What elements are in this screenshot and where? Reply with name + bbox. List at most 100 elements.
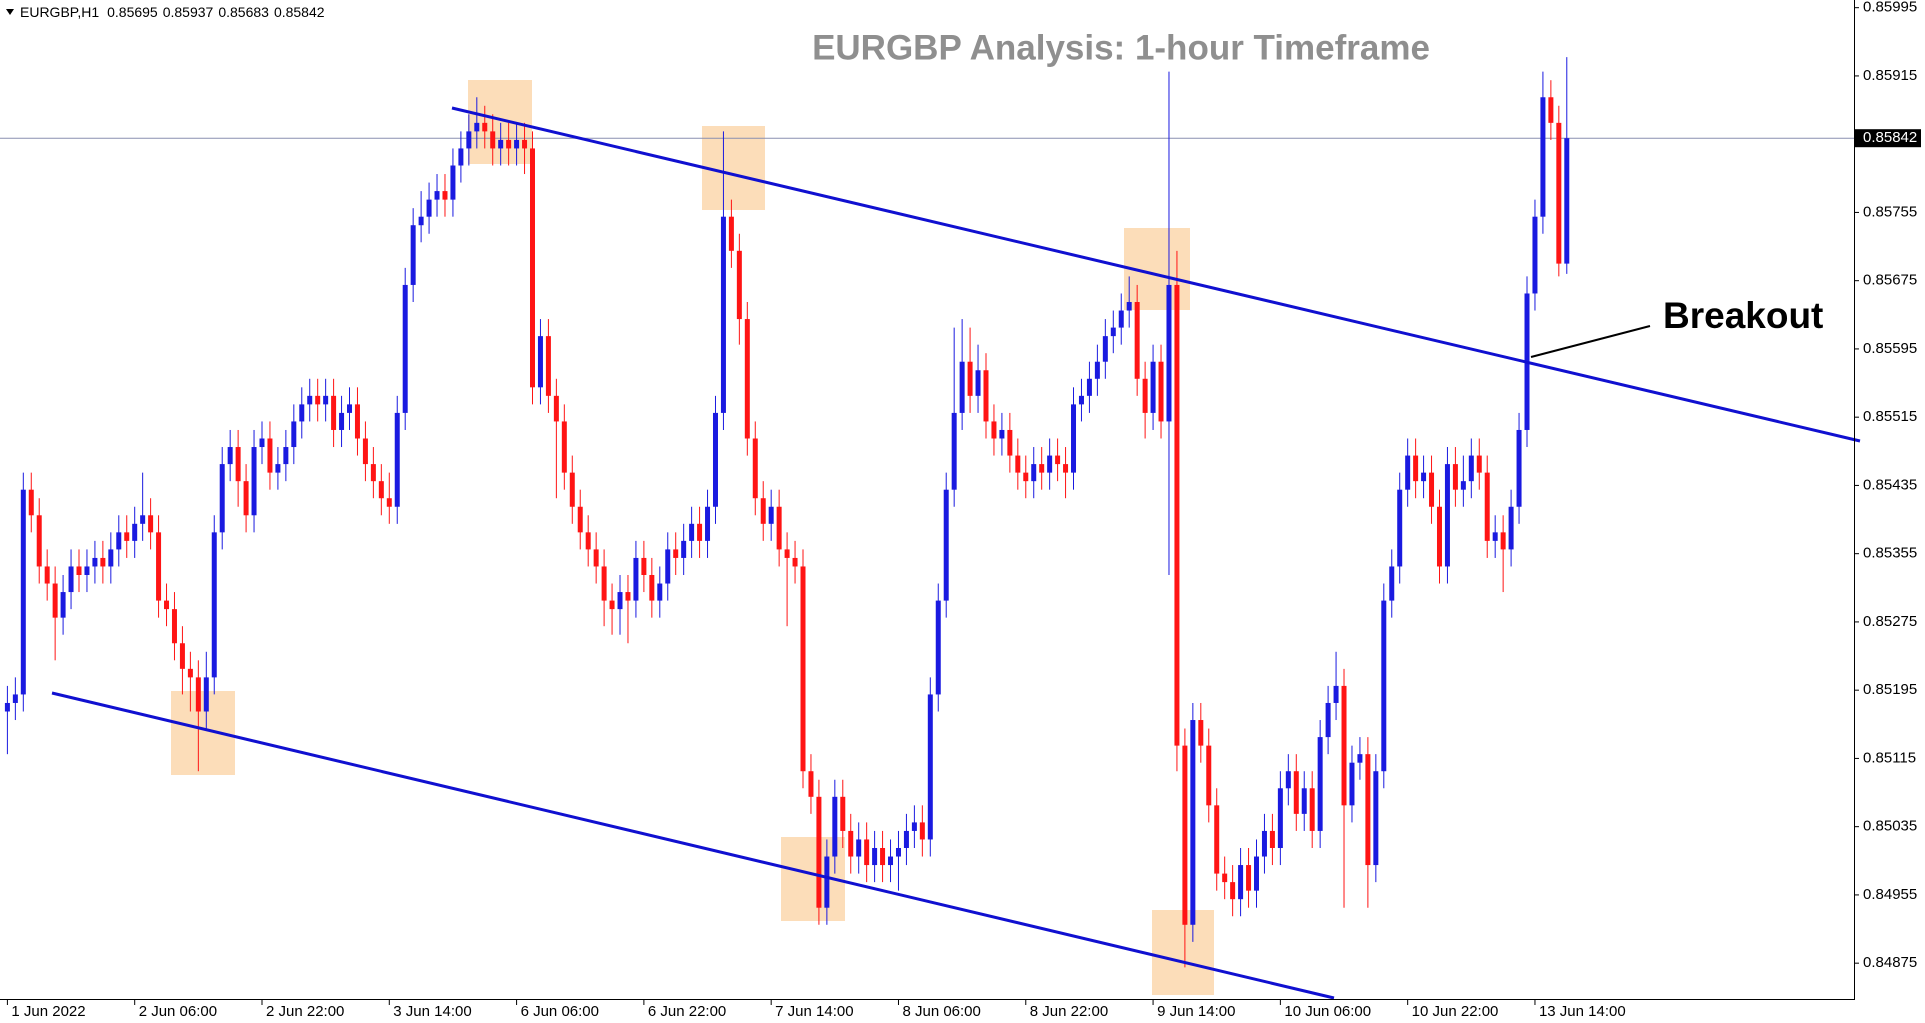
candle-body — [140, 515, 146, 524]
candle-body — [148, 515, 154, 533]
candle-body — [1341, 685, 1347, 806]
candle-body — [880, 847, 886, 866]
candle-body — [76, 566, 82, 576]
x-tick-label: 6 Jun 06:00 — [521, 1003, 599, 1020]
candle-body — [975, 370, 981, 396]
x-tick-label: 8 Jun 06:00 — [902, 1003, 980, 1020]
candle-body — [1174, 284, 1180, 746]
candle-body — [1429, 472, 1435, 507]
candle-body — [895, 847, 901, 857]
candle-body — [1206, 745, 1212, 806]
candle-body — [370, 464, 376, 482]
price-label: 0.85842 — [1863, 129, 1917, 146]
candle-body — [903, 830, 909, 848]
candle-body — [219, 464, 225, 533]
candle-body — [60, 592, 66, 618]
candle-body — [434, 191, 440, 200]
y-tick-label: 0.85195 — [1863, 681, 1917, 698]
highlight-zones — [171, 80, 1214, 995]
candle-body — [498, 139, 504, 149]
y-tick-label: 0.85275 — [1863, 613, 1917, 630]
y-tick-label: 0.85595 — [1863, 340, 1917, 357]
y-tick-label: 0.85035 — [1863, 818, 1917, 835]
x-tick-label: 7 Jun 14:00 — [775, 1003, 853, 1020]
candle-body — [323, 395, 329, 405]
candle-body — [935, 600, 941, 695]
candle-body — [315, 395, 321, 405]
candle-body — [1397, 489, 1403, 567]
candle-body — [951, 412, 957, 490]
candle-body — [171, 609, 177, 644]
y-tick-label: 0.85755 — [1863, 203, 1917, 220]
candle-body — [1015, 455, 1021, 473]
candle-body — [1102, 336, 1108, 362]
candle-body — [522, 139, 528, 149]
candle-body — [211, 532, 217, 678]
candle-body — [1007, 429, 1013, 456]
candle-body — [848, 830, 854, 857]
candle-body — [1063, 464, 1069, 473]
candle-body — [697, 523, 703, 541]
candle-body — [450, 165, 456, 200]
candle-body — [108, 549, 114, 567]
candle-body — [1150, 361, 1156, 413]
y-tick-label: 0.85915 — [1863, 67, 1917, 84]
candle-body — [752, 438, 758, 499]
chart-title: EURGBP Analysis: 1-hour Timeframe — [812, 28, 1430, 67]
x-tick-label: 2 Jun 06:00 — [139, 1003, 217, 1020]
y-tick-label: 0.85995 — [1863, 0, 1917, 16]
candle-body — [792, 557, 798, 567]
candle-body — [585, 532, 591, 550]
candle-body — [1214, 805, 1220, 874]
candle-body — [601, 566, 607, 601]
x-tick-label: 9 Jun 14:00 — [1157, 1003, 1235, 1020]
candle-body — [1078, 395, 1084, 405]
candle-body — [339, 412, 345, 430]
candle-body — [625, 592, 631, 601]
candle-body — [44, 566, 50, 584]
candle-body — [800, 566, 806, 772]
candle-body — [1047, 455, 1053, 473]
upper-trend-line — [451, 106, 1861, 443]
candle-body — [1039, 464, 1045, 473]
candle-body — [1110, 327, 1116, 337]
candle-body — [537, 336, 543, 388]
highlight-zone — [702, 126, 765, 210]
candle-body — [1134, 302, 1140, 379]
candle-body — [1094, 361, 1100, 379]
candle-body — [784, 549, 790, 558]
candle-body — [1436, 506, 1442, 567]
candle-body — [156, 532, 162, 601]
lower-trend-line — [51, 691, 1335, 1000]
candle-body — [768, 506, 774, 524]
candle-body — [251, 447, 257, 516]
candle-body — [609, 600, 615, 610]
symbol-header: EURGBP,H1 0.85695 0.85937 0.85683 0.85842 — [20, 4, 325, 20]
candle-body — [705, 506, 711, 541]
candle-body — [728, 216, 734, 251]
candle-body — [1254, 856, 1260, 891]
candle-body — [816, 796, 822, 908]
candle-body — [28, 489, 34, 516]
candle-body — [1548, 97, 1554, 123]
candle-body — [124, 532, 130, 541]
candle-body — [1357, 754, 1363, 763]
candle-body — [1031, 464, 1037, 482]
candle-body — [1118, 310, 1124, 328]
candle-body — [1301, 788, 1307, 814]
candle-body — [689, 523, 695, 541]
y-tick-label: 0.85435 — [1863, 476, 1917, 493]
candle-body — [275, 464, 281, 473]
candle-body — [402, 284, 408, 413]
candle-body — [1516, 429, 1522, 507]
x-tick-label: 10 Jun 06:00 — [1284, 1003, 1371, 1020]
candle-body — [394, 412, 400, 507]
candle-body — [283, 447, 289, 465]
y-tick-label: 0.84955 — [1863, 886, 1917, 903]
header-icon — [6, 9, 14, 15]
candle-body — [84, 566, 90, 576]
candle-body — [12, 694, 18, 703]
candle-body — [1238, 865, 1244, 900]
candle-body — [514, 139, 520, 149]
